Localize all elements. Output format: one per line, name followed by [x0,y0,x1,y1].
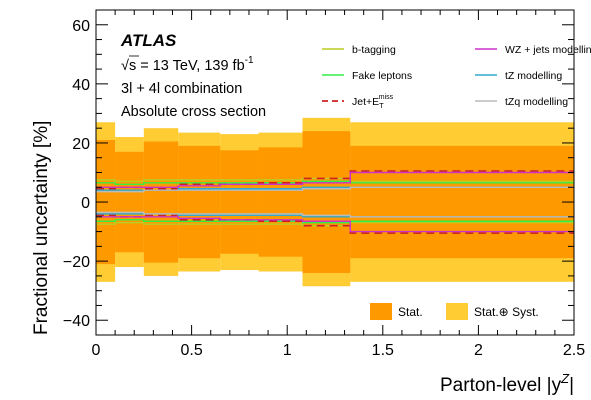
y-tick-label: 0 [81,195,90,212]
line-wz-jets-modelling-down [96,216,574,233]
line-tz-modelling-up [96,186,574,191]
line-tzq-modelling-down [96,211,574,218]
legend-label-stat-syst: Stat.⊕ Syst. [474,305,539,319]
legend-label-5: tZq modelling [505,96,568,108]
band-stat-bin-6 [302,131,351,273]
x-axis-ticks: 0 0.5 1 1.5 2 2.5 [92,10,585,359]
line-tzq-modelling-up [96,186,574,193]
energy-superscript: -1 [245,55,254,66]
band-stat-bin-5 [258,147,303,257]
atlas-label: ATLAS [120,31,177,50]
x-tick-label: 2 [474,342,483,359]
band-stat-bin-7 [350,145,574,259]
x-axis-label-sup: Z [560,371,570,386]
legend-swatch-stat [370,303,392,320]
line-tz-modelling-down [96,213,574,218]
energy-label: √s = 13 TeV, 139 fb-1 [121,55,254,74]
y-tick-label: −40 [63,313,90,330]
x-axis-label: Parton-level |yZ| [440,371,574,396]
x-tick-label: 1.5 [372,342,394,359]
subtitle-combination: 3l + 4l combination [121,81,242,97]
uncertainty-bands [96,117,574,287]
y-tick-label: −20 [63,254,90,271]
band-stat-bin-1 [115,151,144,253]
x-axis-label-main: Parton-level |y [440,375,562,396]
y-tick-label: 40 [72,77,90,94]
legend-label-0: b-tagging [352,44,396,56]
band-stat-bin-2 [143,141,179,263]
x-axis-label-end: | [569,375,574,396]
y-tick-label: 20 [72,136,90,153]
systematic-lines [96,170,574,234]
y-axis-label: Fractional uncertainty [%] [31,121,52,335]
legend: b-tagging Fake leptons Jet+ETmiss WZ + jets… [322,44,591,320]
x-tick-label: 2.5 [563,342,585,359]
legend-label-stat: Stat. [398,305,423,319]
x-tick-label: 0 [92,342,101,359]
legend-label-4: tZ modelling [505,70,562,82]
x-tick-label: 1 [283,342,292,359]
y-axis-ticks: −40 −20 0 20 40 60 [63,18,574,330]
energy-text: √s = 13 TeV, 139 fb [121,58,245,74]
band-stat-bin-4 [220,150,259,254]
y-tick-label: 60 [72,18,90,35]
legend-label-2: Jet+ETmiss [352,94,394,110]
legend-label-1: Fake leptons [352,70,412,82]
x-tick-label: 0.5 [180,342,202,359]
legend-swatch-stat-syst [446,303,468,320]
subtitle-cross-section: Absolute cross section [121,104,266,120]
legend-label-3: WZ + jets modelling [505,44,591,56]
line-wz-jets-modelling-up [96,171,574,188]
band-stat-bin-3 [178,145,221,259]
